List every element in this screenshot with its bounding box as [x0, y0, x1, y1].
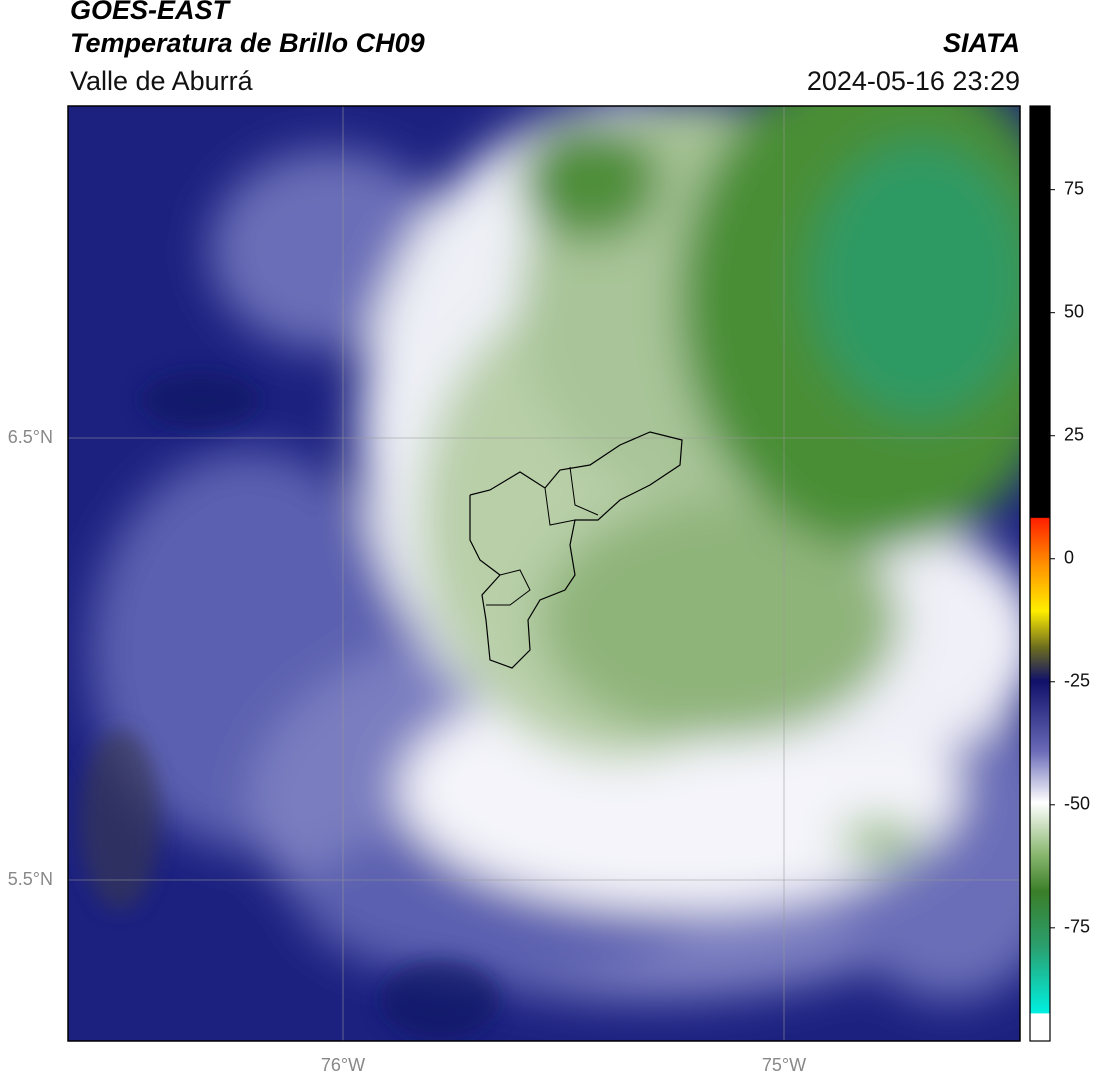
subtitle: Temperatura de Brillo CH09: [70, 28, 425, 58]
region-outline: [486, 569, 531, 606]
region-outline: [469, 431, 683, 669]
colorbar-tick-label: -25: [1064, 671, 1090, 691]
map-frame: [67, 105, 1021, 1042]
graticule: [68, 106, 1020, 1041]
colorbar-tick-label: 25: [1064, 424, 1084, 444]
region-outline: [544, 487, 576, 526]
colorbar-tick-label: 50: [1064, 301, 1084, 321]
colorbar: [1029, 105, 1051, 1042]
lon-label: 75°W: [762, 1055, 806, 1075]
region-outline: [569, 466, 599, 516]
satellite-image: [68, 106, 1020, 1041]
region: Valle de Aburrá: [70, 66, 254, 96]
timestamp: 2024-05-16 23:29: [807, 66, 1020, 96]
source: SIATA: [943, 28, 1020, 58]
lat-label: 6.5°N: [8, 427, 53, 447]
colorbar-tick-label: 0: [1064, 547, 1074, 567]
colorbar-tick-label: 75: [1064, 178, 1084, 198]
title: GOES-EAST: [70, 0, 232, 25]
lat-label: 5.5°N: [8, 869, 53, 889]
lon-label: 76°W: [321, 1055, 365, 1075]
colorbar-tick-label: -50: [1064, 794, 1090, 814]
colorbar-tick-label: -75: [1064, 917, 1090, 937]
